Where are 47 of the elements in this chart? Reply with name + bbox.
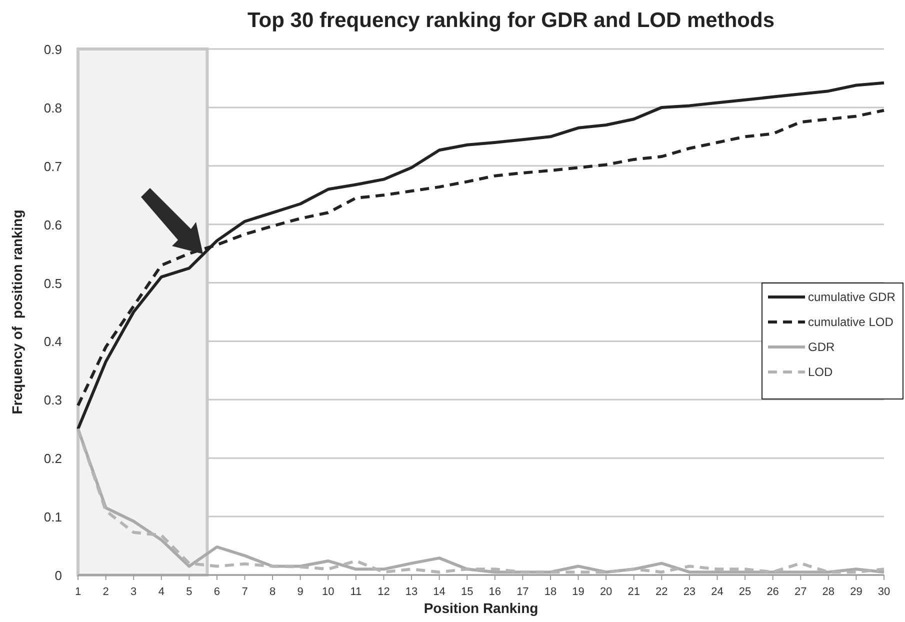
legend-label: GDR [808, 340, 835, 354]
x-tick-label: 25 [738, 586, 752, 598]
y-tick-label: 0.7 [44, 158, 62, 174]
x-tick-label: 7 [242, 586, 248, 598]
x-tick-label: 30 [878, 586, 890, 598]
x-tick-label: 22 [656, 586, 668, 598]
y-tick-label: 0.1 [44, 510, 62, 525]
x-tick-label: 1 [74, 586, 82, 598]
legend-label: LOD [808, 365, 834, 379]
x-tick-label: 3 [130, 586, 137, 598]
chart-title: Top 30 frequency ranking for GDR and LOD methods [248, 9, 774, 32]
x-tick-label: 16 [488, 586, 502, 598]
x-tick-label: 20 [600, 586, 612, 598]
x-tick-label: 15 [460, 586, 474, 598]
legend-label: cumulative GDR [808, 290, 896, 304]
x-tick-label: 24 [711, 586, 724, 598]
y-tick-label: 0.6 [44, 217, 62, 232]
x-tick-label: 18 [544, 586, 557, 598]
x-tick-label: 29 [850, 586, 862, 598]
y-axis-title: Frequency of position ranking [9, 210, 25, 414]
x-tick-label: 6 [214, 586, 220, 598]
y-tick-label: 0.2 [44, 451, 62, 466]
legend-label: cumulative LOD [808, 315, 894, 329]
x-tick-label: 26 [766, 586, 779, 598]
y-tick-label: 0.8 [44, 100, 62, 116]
x-tick-label: 8 [269, 586, 276, 598]
x-axis-title: Position Ranking [424, 600, 538, 616]
x-tick-label: 17 [516, 586, 529, 598]
x-tick-label: 13 [405, 586, 418, 598]
x-tick-label: 10 [322, 586, 334, 598]
x-tick-label: 12 [378, 586, 390, 598]
x-tick-label: 28 [822, 586, 835, 598]
x-tick-label: 5 [186, 586, 192, 598]
x-tick-label: 19 [572, 586, 584, 598]
x-tick-label: 2 [102, 586, 109, 598]
x-tick-label: 27 [794, 586, 807, 598]
y-tick-label: 0.3 [44, 392, 62, 408]
y-tick-label: 0 [54, 568, 62, 583]
x-tick-label: 23 [683, 586, 696, 598]
x-tick-label: 11 [350, 586, 362, 598]
x-tick-label: 9 [297, 586, 304, 598]
y-tick-label: 0.5 [44, 276, 62, 291]
y-tick-label: 0.9 [44, 42, 62, 57]
x-tick-label: 4 [158, 586, 164, 598]
x-tick-label: 14 [433, 586, 446, 598]
x-tick-label: 21 [628, 586, 640, 598]
y-tick-label: 0.4 [44, 334, 62, 350]
